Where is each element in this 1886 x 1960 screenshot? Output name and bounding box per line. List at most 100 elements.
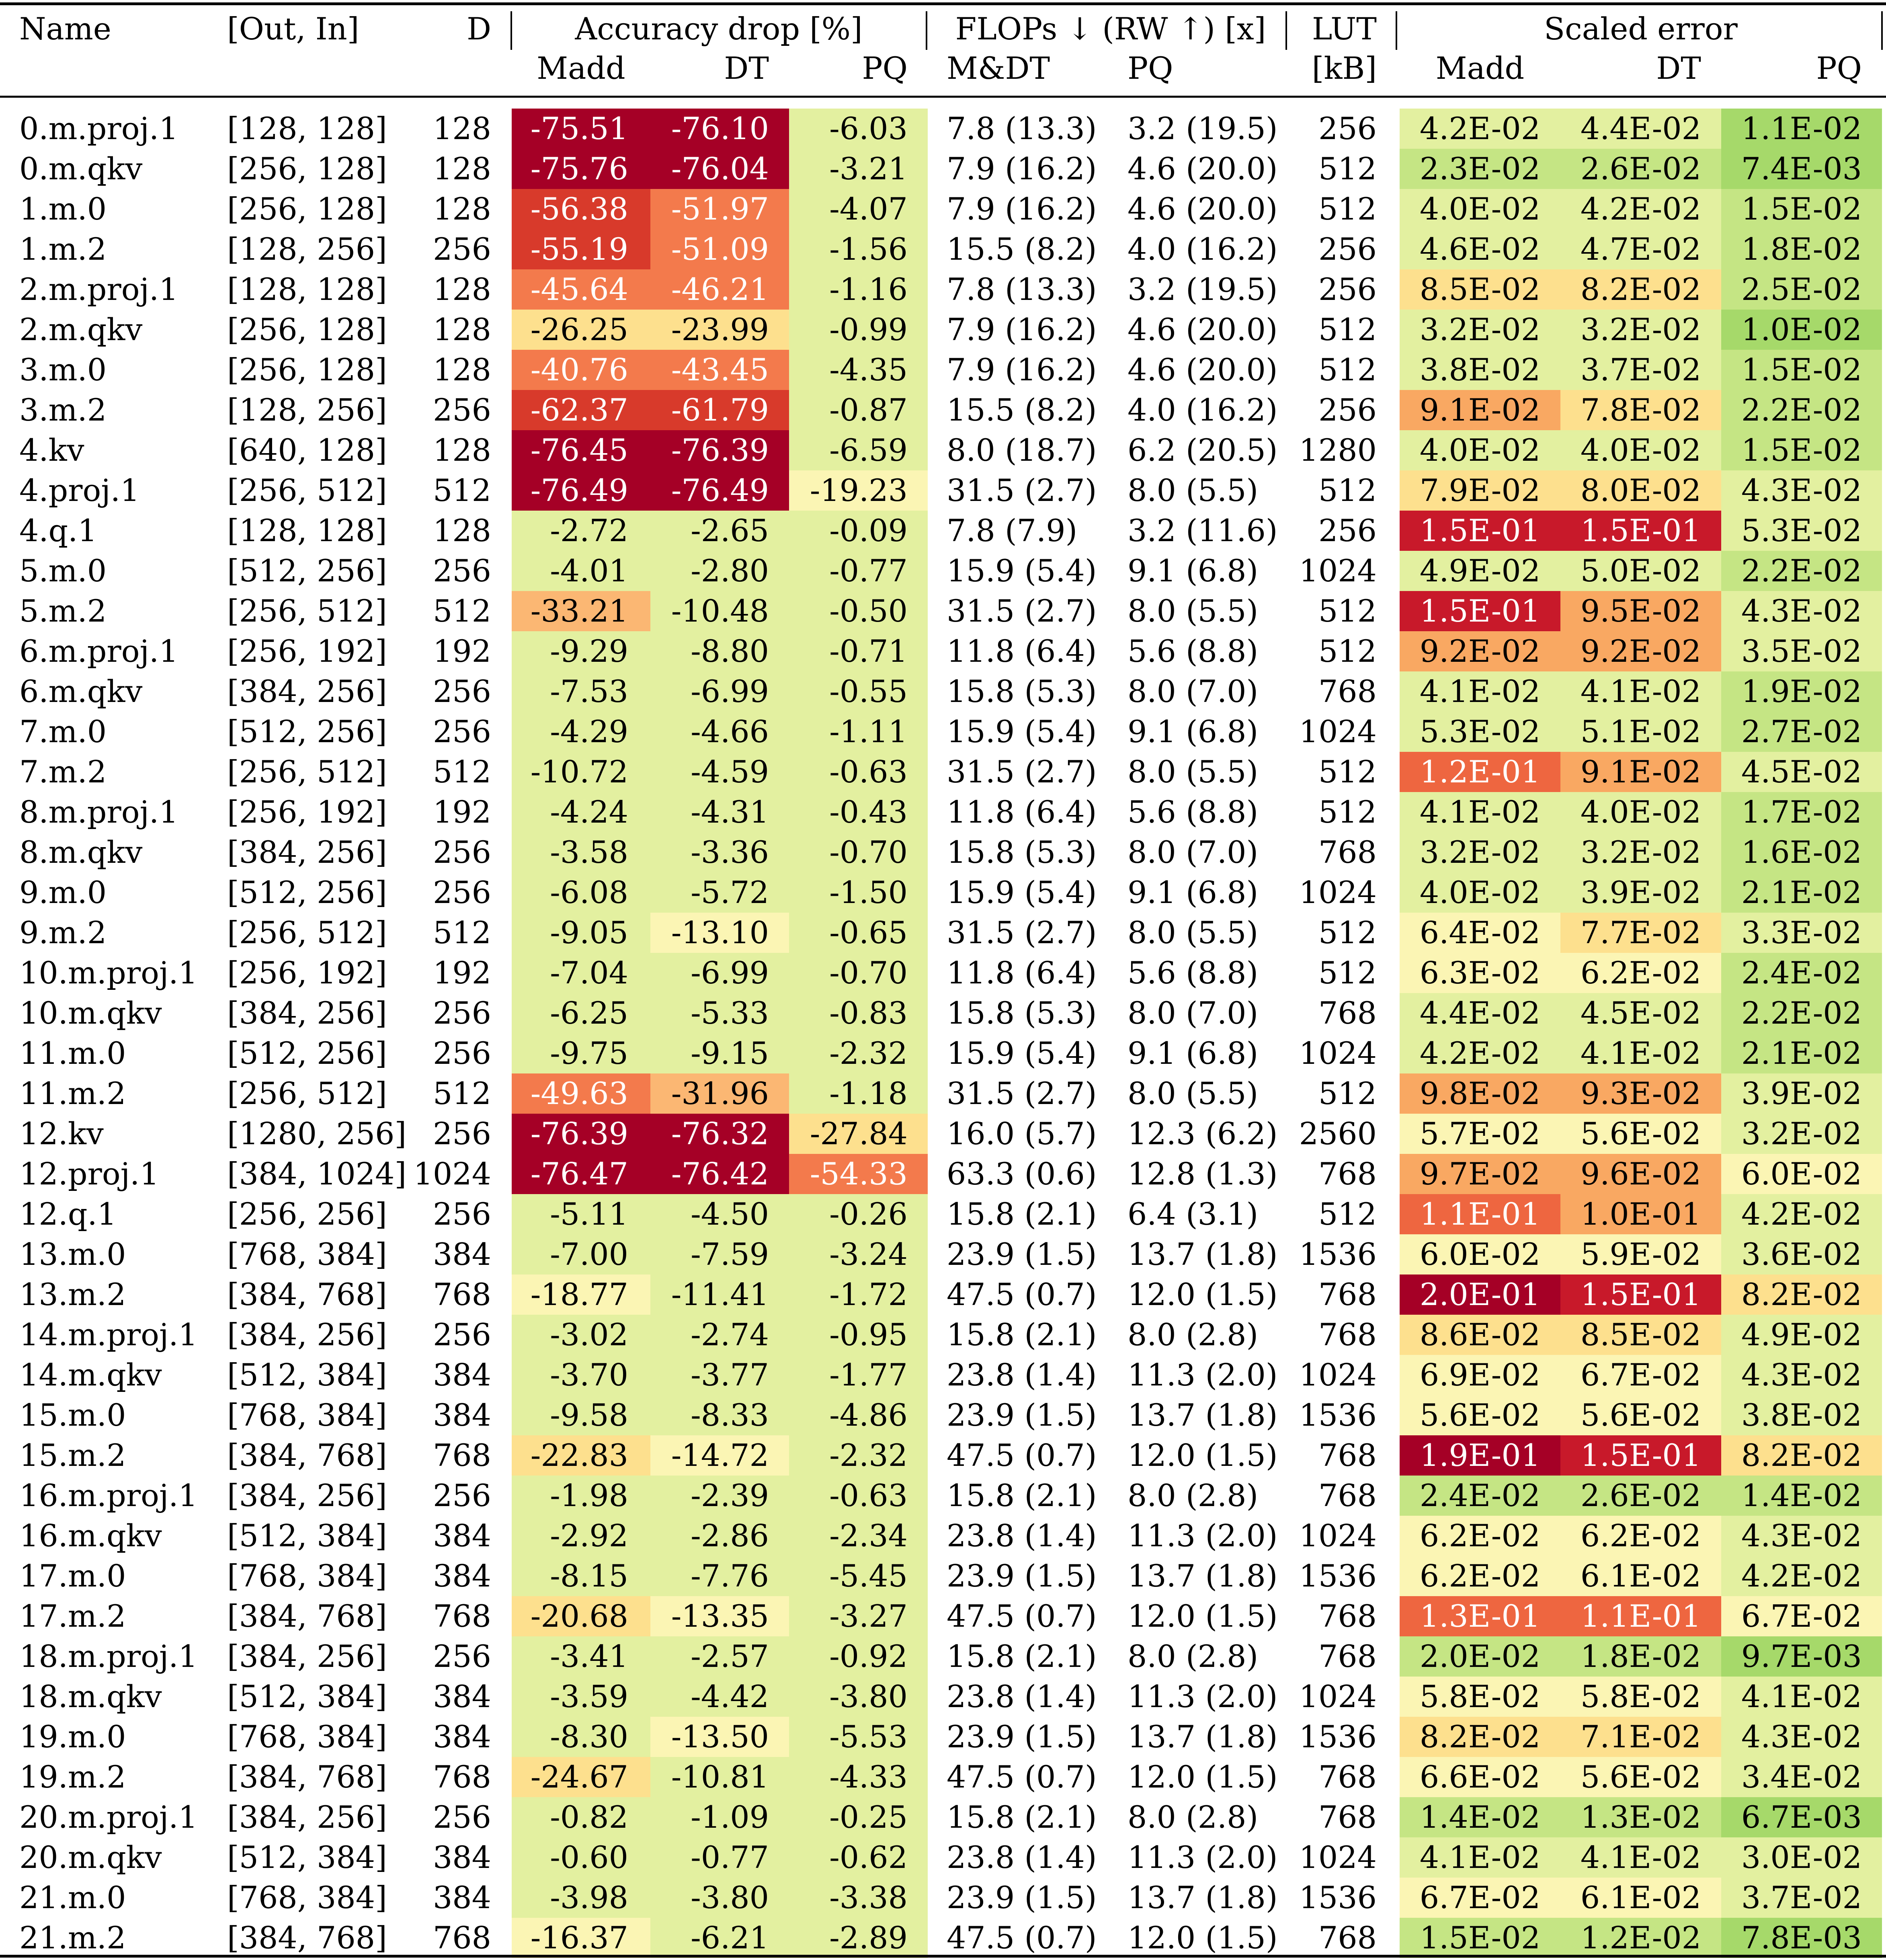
cell-acc-madd: -20.68 [512, 1596, 650, 1636]
cell-acc-pq: -2.32 [789, 1033, 928, 1073]
cell-name: 13.m.0 [19, 1236, 126, 1272]
cell-acc-pq: -0.83 [789, 993, 928, 1033]
cell-shape: [1280, 256] [227, 1116, 407, 1151]
cell-flops-mdt: 23.9 (1.5) [947, 1719, 1097, 1755]
cell-acc-dt: -7.59 [650, 1234, 789, 1275]
cell-acc-dt: -9.15 [650, 1033, 789, 1073]
cell-acc-pq: -3.21 [789, 149, 928, 189]
cell-shape: [128, 256] [227, 392, 387, 428]
cell-err-madd: 4.6E-02 [1400, 229, 1560, 269]
cell-err-madd: 7.9E-02 [1400, 470, 1560, 511]
cell-acc-dt: -76.49 [650, 470, 789, 511]
cell-err-madd: 8.5E-02 [1400, 269, 1560, 310]
table-row: 5.m.2 [256, 512] 512 -33.21 -10.48 -0.50 31.5 … [0, 591, 1886, 631]
cell-flops-mdt: 7.9 (16.2) [947, 151, 1097, 187]
cell-flops-mdt: 23.9 (1.5) [947, 1236, 1097, 1272]
cell-err-pq: 4.5E-02 [1721, 752, 1882, 792]
cell-d: 128 [433, 271, 491, 307]
cell-flops-pq: 13.7 (1.8) [1128, 1397, 1278, 1433]
cell-err-dt: 4.2E-02 [1560, 189, 1721, 229]
cell-flops-pq: 12.3 (6.2) [1128, 1116, 1278, 1151]
table-row: 4.q.1 [128, 128] 128 -2.72 -2.65 -0.09 7.8 (7.… [0, 511, 1886, 551]
cell-err-dt: 1.0E-01 [1560, 1194, 1721, 1234]
cell-acc-madd: -40.76 [512, 350, 650, 390]
cell-acc-pq: -5.53 [789, 1717, 928, 1757]
cell-acc-dt: -6.99 [650, 671, 789, 712]
cell-lut: 1536 [1299, 1880, 1377, 1915]
cell-name: 4.proj.1 [19, 472, 140, 508]
cell-err-pq: 3.3E-02 [1721, 913, 1882, 953]
cell-shape: [768, 384] [227, 1880, 387, 1915]
cell-shape: [256, 256] [227, 1196, 387, 1232]
cell-flops-mdt: 7.9 (16.2) [947, 312, 1097, 347]
table-row: 16.m.proj.1 [384, 256] 256 -1.98 -2.39 -0.63 1… [0, 1476, 1886, 1516]
lut-header: LUT [1312, 11, 1377, 47]
cell-name: 15.m.2 [19, 1437, 126, 1473]
cell-err-dt: 4.4E-02 [1560, 109, 1721, 149]
cell-err-dt: 6.1E-02 [1560, 1878, 1721, 1918]
cell-acc-pq: -0.09 [789, 511, 928, 551]
cell-err-pq: 4.2E-02 [1721, 1194, 1882, 1234]
cell-acc-pq: -6.03 [789, 109, 928, 149]
cell-flops-mdt: 23.8 (1.4) [947, 1839, 1097, 1875]
cell-acc-madd: -33.21 [512, 591, 650, 631]
cell-acc-dt: -14.72 [650, 1435, 789, 1476]
cell-acc-madd: -3.41 [512, 1636, 650, 1677]
table-row: 12.q.1 [256, 256] 256 -5.11 -4.50 -0.26 15.8 (… [0, 1194, 1886, 1234]
cell-err-madd: 9.7E-02 [1400, 1154, 1560, 1194]
table-row: 6.m.proj.1 [256, 192] 192 -9.29 -8.80 -0.71 11… [0, 631, 1886, 671]
bottom-rule [0, 1955, 1886, 1958]
cell-lut: 256 [1318, 111, 1377, 146]
cell-err-madd: 4.2E-02 [1400, 1033, 1560, 1073]
table-row: 2.m.proj.1 [128, 128] 128 -45.64 -46.21 -1.16… [0, 269, 1886, 310]
cell-name: 9.m.2 [19, 915, 107, 950]
cell-lut: 256 [1318, 513, 1377, 548]
cell-shape: [512, 256] [227, 553, 387, 589]
cell-flops-mdt: 15.8 (5.3) [947, 673, 1097, 709]
cell-err-pq: 2.5E-02 [1721, 269, 1882, 310]
cell-err-pq: 4.3E-02 [1721, 1355, 1882, 1395]
cell-flops-pq: 3.2 (11.6) [1128, 513, 1278, 548]
cell-name: 5.m.2 [19, 593, 107, 629]
cell-d: 256 [433, 1638, 491, 1674]
cell-err-pq: 4.3E-02 [1721, 470, 1882, 511]
cell-flops-pq: 11.3 (2.0) [1128, 1357, 1278, 1393]
cell-acc-pq: -19.23 [789, 470, 928, 511]
cell-err-madd: 1.2E-01 [1400, 752, 1560, 792]
cell-flops-mdt: 47.5 (0.7) [947, 1437, 1097, 1473]
cell-acc-pq: -2.32 [789, 1435, 928, 1476]
cell-acc-dt: -4.42 [650, 1677, 789, 1717]
cell-name: 20.m.proj.1 [19, 1799, 198, 1835]
cell-lut: 512 [1318, 1075, 1377, 1111]
table-row: 19.m.2 [384, 768] 768 -24.67 -10.81 -4.33 47.5… [0, 1757, 1886, 1797]
err-dt-header: DT [1656, 50, 1701, 86]
cell-acc-pq: -0.43 [789, 792, 928, 832]
cell-shape: [384, 1024] [227, 1156, 407, 1192]
cell-err-dt: 9.1E-02 [1560, 752, 1721, 792]
cell-acc-pq: -0.77 [789, 551, 928, 591]
cell-d: 128 [433, 151, 491, 187]
cell-flops-pq: 9.1 (6.8) [1128, 553, 1259, 589]
cell-name: 0.m.proj.1 [19, 111, 178, 146]
cell-acc-dt: -2.80 [650, 551, 789, 591]
table-row: 0.m.qkv [256, 128] 128 -75.76 -76.04 -3.21 7.9… [0, 149, 1886, 189]
cell-flops-mdt: 11.8 (6.4) [947, 955, 1097, 991]
cell-d: 768 [433, 1759, 491, 1795]
cell-shape: [384, 768] [227, 1598, 387, 1634]
cell-err-dt: 8.0E-02 [1560, 470, 1721, 511]
cell-acc-pq: -5.45 [789, 1556, 928, 1596]
header-separator [926, 11, 927, 50]
cell-acc-madd: -3.02 [512, 1315, 650, 1355]
cell-err-madd: 1.5E-01 [1400, 591, 1560, 631]
cell-acc-madd: -55.19 [512, 229, 650, 269]
cell-d: 128 [433, 352, 491, 388]
cell-acc-madd: -3.59 [512, 1677, 650, 1717]
cell-acc-madd: -7.00 [512, 1234, 650, 1275]
cell-lut: 512 [1318, 151, 1377, 187]
cell-err-pq: 9.7E-03 [1721, 1636, 1882, 1677]
cell-acc-madd: -7.04 [512, 953, 650, 993]
cell-err-dt: 3.2E-02 [1560, 832, 1721, 872]
cell-err-pq: 4.3E-02 [1721, 1516, 1882, 1556]
cell-err-madd: 3.2E-02 [1400, 310, 1560, 350]
cell-err-pq: 7.8E-03 [1721, 1918, 1882, 1958]
